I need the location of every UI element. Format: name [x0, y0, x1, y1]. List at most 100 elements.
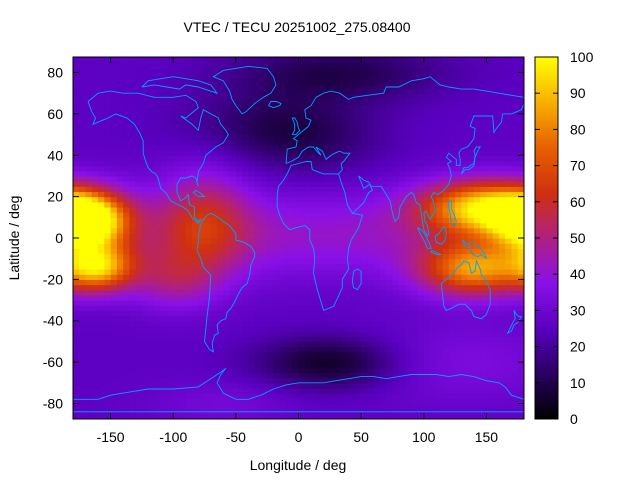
- heatmap-cell: [480, 212, 488, 218]
- heatmap-cell: [267, 351, 275, 358]
- heatmap-cell: [210, 263, 218, 270]
- heatmap-cell: [279, 227, 287, 234]
- heatmap-cell: [517, 331, 524, 337]
- heatmap-cell: [254, 67, 262, 74]
- heatmap-cell: [217, 346, 224, 353]
- heatmap-cell: [473, 377, 481, 384]
- heatmap-cell: [98, 196, 105, 203]
- heatmap-cell: [354, 129, 362, 136]
- heatmap-cell: [373, 196, 381, 203]
- heatmap-cell: [492, 108, 500, 115]
- heatmap-cell: [467, 150, 475, 156]
- heatmap-cell: [242, 387, 249, 394]
- heatmap-cell: [342, 258, 350, 265]
- heatmap-cell: [204, 413, 212, 419]
- heatmap-cell: [154, 336, 162, 343]
- heatmap-cell: [442, 98, 450, 105]
- heatmap-cell: [373, 160, 381, 167]
- heatmap-cell: [217, 294, 224, 301]
- heatmap-cell: [185, 248, 193, 255]
- heatmap-cell: [323, 238, 331, 244]
- heatmap-cell: [398, 269, 406, 275]
- heatmap-cell: [423, 325, 431, 332]
- heatmap-cell: [517, 150, 524, 156]
- heatmap-cell: [123, 413, 130, 419]
- heatmap-cell: [442, 181, 450, 187]
- heatmap-cell: [486, 325, 494, 332]
- heatmap-cell: [379, 243, 387, 249]
- heatmap-cell: [198, 150, 206, 156]
- heatmap-cell: [254, 367, 262, 374]
- heatmap-cell: [160, 155, 168, 162]
- heatmap-cell: [148, 387, 156, 394]
- heatmap-cell: [386, 77, 394, 84]
- heatmap-cell: [411, 253, 419, 260]
- heatmap-cell: [336, 253, 343, 260]
- heatmap-cell: [217, 243, 224, 249]
- heatmap-cell: [423, 134, 431, 141]
- heatmap-cell: [448, 274, 456, 280]
- heatmap-cell: [492, 227, 500, 234]
- heatmap-cell: [386, 263, 394, 270]
- heatmap-cell: [511, 300, 519, 306]
- heatmap-cell: [480, 62, 488, 68]
- heatmap-cell: [104, 258, 112, 265]
- heatmap-cell: [361, 238, 368, 244]
- heatmap-cell: [436, 331, 444, 337]
- heatmap-cell: [511, 294, 519, 301]
- heatmap-cell: [229, 263, 237, 270]
- heatmap-cell: [141, 217, 149, 224]
- heatmap-cell: [91, 222, 99, 229]
- heatmap-cell: [455, 165, 462, 172]
- heatmap-cell: [430, 93, 437, 99]
- heatmap-cell: [110, 279, 118, 286]
- heatmap-cell: [436, 238, 444, 244]
- heatmap-cell: [254, 263, 262, 270]
- heatmap-cell: [210, 269, 218, 275]
- heatmap-cell: [417, 108, 425, 115]
- heatmap-cell: [386, 160, 394, 167]
- heatmap-cell: [242, 372, 249, 379]
- heatmap-cell: [317, 269, 325, 275]
- heatmap-cell: [292, 263, 300, 270]
- heatmap-cell: [273, 382, 281, 389]
- heatmap-cell: [436, 382, 444, 389]
- heatmap-cell: [480, 232, 488, 239]
- heatmap-cell: [354, 175, 362, 182]
- heatmap-cell: [110, 346, 118, 353]
- heatmap-cell: [185, 103, 193, 110]
- heatmap-cell: [423, 191, 431, 198]
- heatmap-cell: [392, 124, 400, 130]
- heatmap-cell: [185, 181, 193, 187]
- heatmap-cell: [98, 294, 105, 301]
- heatmap-cell: [166, 325, 174, 332]
- heatmap-cell: [367, 77, 375, 84]
- heatmap-cell: [242, 263, 249, 270]
- heatmap-cell: [430, 258, 437, 265]
- heatmap-cell: [442, 134, 450, 141]
- heatmap-cell: [323, 289, 331, 296]
- heatmap-cell: [373, 382, 381, 389]
- heatmap-cell: [448, 387, 456, 394]
- heatmap-cell: [361, 139, 368, 146]
- heatmap-cell: [392, 150, 400, 156]
- heatmap-cell: [492, 315, 500, 322]
- heatmap-cell: [517, 103, 524, 110]
- heatmap-cell: [348, 248, 356, 255]
- heatmap-cell: [480, 155, 488, 162]
- heatmap-cell: [304, 175, 312, 182]
- heatmap-cell: [323, 139, 331, 146]
- heatmap-cell: [73, 263, 80, 270]
- heatmap-cell: [517, 191, 524, 198]
- heatmap-cell: [229, 222, 237, 229]
- heatmap-cell: [461, 108, 469, 115]
- heatmap-cell: [417, 134, 425, 141]
- heatmap-cell: [398, 362, 406, 368]
- heatmap-cell: [229, 387, 237, 394]
- heatmap-cell: [248, 351, 256, 358]
- heatmap-cell: [98, 113, 105, 120]
- heatmap-cell: [248, 144, 256, 151]
- heatmap-cell: [511, 196, 519, 203]
- heatmap-cell: [423, 382, 431, 389]
- heatmap-cell: [198, 403, 206, 410]
